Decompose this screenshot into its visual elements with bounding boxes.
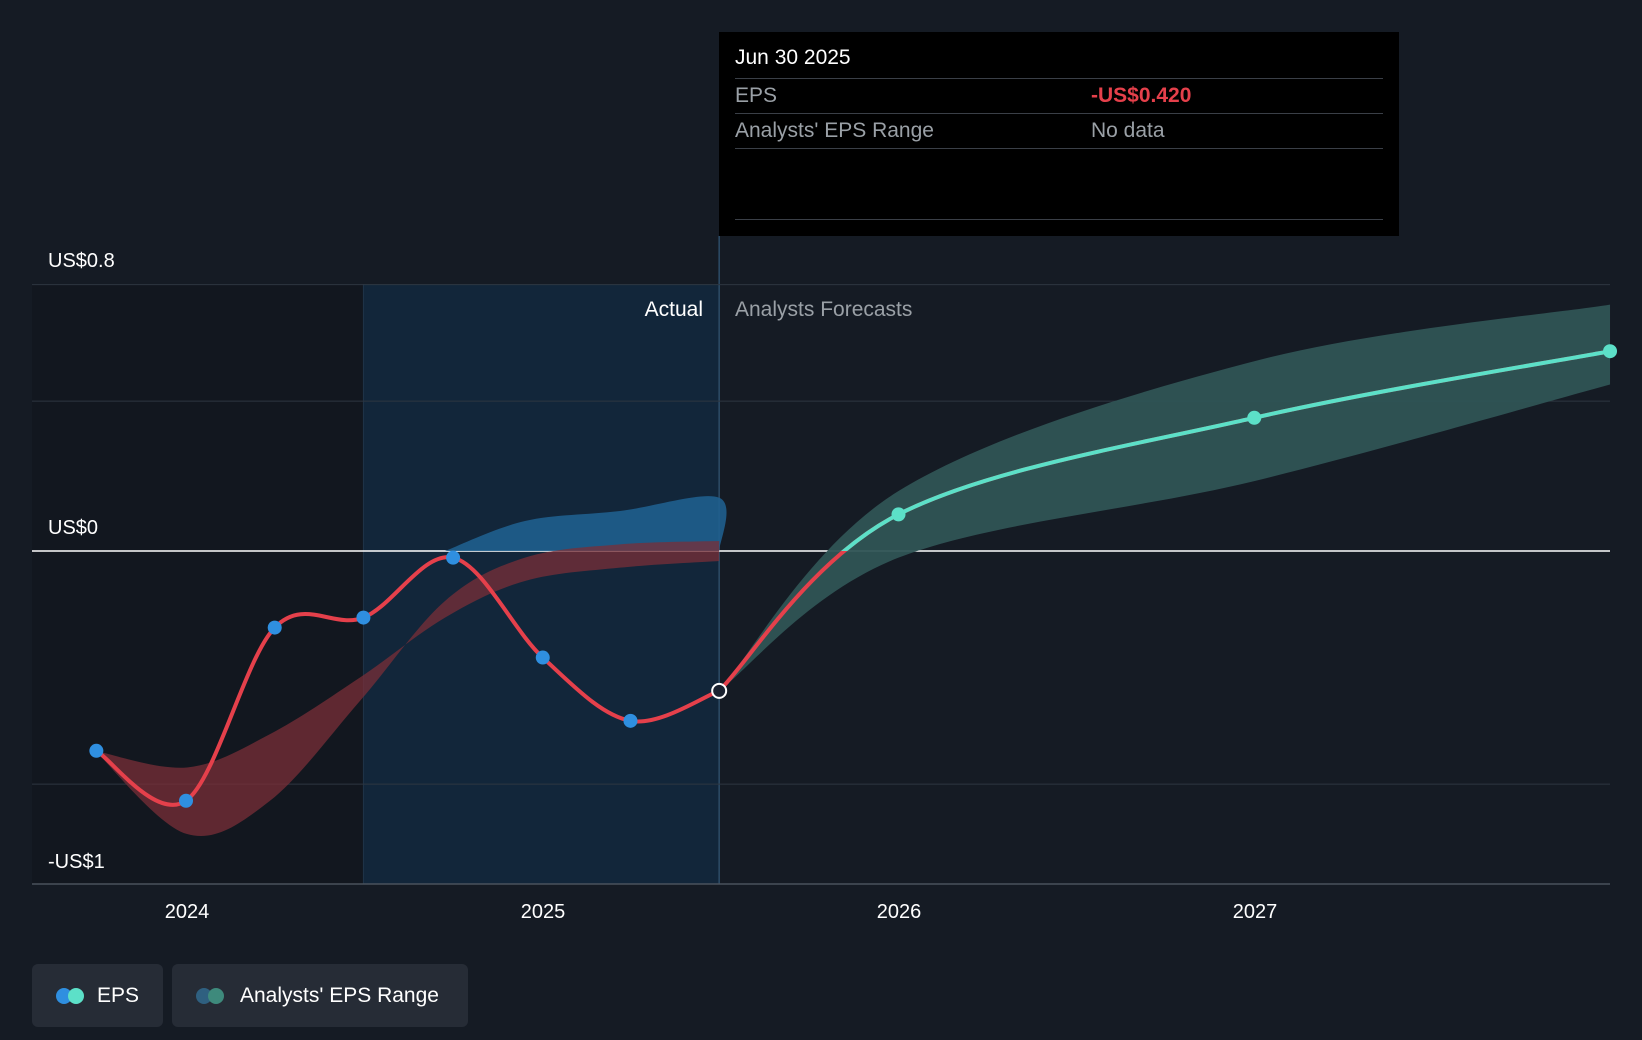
hover-tooltip: Jun 30 2025 EPS -US$0.420 Analysts' EPS … <box>719 32 1399 236</box>
eps-point <box>711 682 728 699</box>
forecast-label: Analysts Forecasts <box>735 298 912 321</box>
y-axis-label-top: US$0.8 <box>48 250 115 272</box>
eps-point <box>623 713 638 728</box>
x-tick-2025: 2025 <box>521 901 566 923</box>
eps-point <box>535 650 550 665</box>
x-tick-2027: 2027 <box>1233 901 1278 923</box>
forecast-point <box>1247 410 1262 425</box>
legend-eps-label: EPS <box>96 983 139 1007</box>
x-tick-2026: 2026 <box>877 901 922 923</box>
eps-point <box>267 620 282 635</box>
forecast-point <box>1603 344 1618 359</box>
tooltip-date: Jun 30 2025 <box>735 46 1383 79</box>
legend-eps[interactable]: EPS <box>32 964 163 1027</box>
tooltip-row-eps: EPS -US$0.420 <box>735 79 1383 114</box>
eps-point <box>446 550 461 565</box>
tooltip-divider <box>735 219 1383 220</box>
x-tick-2024: 2024 <box>165 901 210 923</box>
forecast-range-band <box>719 304 1611 691</box>
past-range-band <box>95 541 720 837</box>
tooltip-row-range: Analysts' EPS Range No data <box>735 114 1383 149</box>
eps-point <box>179 793 194 808</box>
forecast-point <box>891 507 906 522</box>
legend-range-label: Analysts' EPS Range <box>240 983 439 1007</box>
range-legend-icon <box>196 987 226 1004</box>
eps-legend-icon <box>56 987 84 1004</box>
y-axis-label-zero: US$0 <box>48 517 98 539</box>
eps-actual-line <box>94 555 722 807</box>
tooltip-range-label: Analysts' EPS Range <box>735 119 934 142</box>
tooltip-range-value: No data <box>1091 119 1165 142</box>
y-axis-label-bottom: -US$1 <box>48 851 105 873</box>
tooltip-eps-label: EPS <box>735 84 778 107</box>
legend-range[interactable]: Analysts' EPS Range <box>172 964 468 1027</box>
actual-label: Actual <box>645 298 703 321</box>
actual-range-highlight <box>445 496 727 551</box>
actual-region <box>363 284 720 884</box>
tooltip-eps-value: -US$0.420 <box>1091 84 1192 107</box>
eps-point <box>89 743 104 758</box>
eps-forecast-line <box>841 349 1610 551</box>
eps-point <box>356 610 371 625</box>
